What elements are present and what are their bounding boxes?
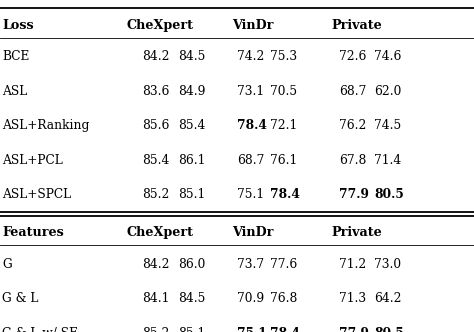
- Text: 64.2: 64.2: [374, 292, 402, 305]
- Text: 85.1: 85.1: [178, 188, 205, 201]
- Text: 77.9: 77.9: [339, 188, 369, 201]
- Text: ASL+PCL: ASL+PCL: [2, 154, 63, 167]
- Text: 74.5: 74.5: [374, 119, 401, 132]
- Text: 84.2: 84.2: [142, 258, 170, 271]
- Text: 80.5: 80.5: [374, 327, 404, 332]
- Text: 62.0: 62.0: [374, 85, 402, 98]
- Text: 76.2: 76.2: [339, 119, 366, 132]
- Text: 84.9: 84.9: [178, 85, 205, 98]
- Text: 77.6: 77.6: [270, 258, 297, 271]
- Text: Features: Features: [2, 226, 64, 239]
- Text: 85.1: 85.1: [178, 327, 205, 332]
- Text: 73.0: 73.0: [374, 258, 401, 271]
- Text: 86.1: 86.1: [178, 154, 205, 167]
- Text: 84.5: 84.5: [178, 292, 205, 305]
- Text: 74.2: 74.2: [237, 50, 264, 63]
- Text: 78.4: 78.4: [270, 327, 300, 332]
- Text: 70.9: 70.9: [237, 292, 264, 305]
- Text: Private: Private: [331, 226, 382, 239]
- Text: 84.1: 84.1: [142, 292, 170, 305]
- Text: 77.9: 77.9: [339, 327, 369, 332]
- Text: 73.7: 73.7: [237, 258, 264, 271]
- Text: 85.6: 85.6: [142, 119, 170, 132]
- Text: 83.6: 83.6: [142, 85, 170, 98]
- Text: 71.3: 71.3: [339, 292, 366, 305]
- Text: VinDr: VinDr: [232, 19, 274, 32]
- Text: 72.6: 72.6: [339, 50, 366, 63]
- Text: VinDr: VinDr: [232, 226, 274, 239]
- Text: 75.3: 75.3: [270, 50, 297, 63]
- Text: 80.5: 80.5: [374, 188, 404, 201]
- Text: 74.6: 74.6: [374, 50, 402, 63]
- Text: G & L w/ SF: G & L w/ SF: [2, 327, 78, 332]
- Text: 75.1: 75.1: [237, 188, 264, 201]
- Text: BCE: BCE: [2, 50, 30, 63]
- Text: CheXpert: CheXpert: [126, 19, 193, 32]
- Text: G: G: [2, 258, 12, 271]
- Text: Private: Private: [331, 19, 382, 32]
- Text: 71.2: 71.2: [339, 258, 366, 271]
- Text: ASL+Ranking: ASL+Ranking: [2, 119, 90, 132]
- Text: ASL+SPCL: ASL+SPCL: [2, 188, 72, 201]
- Text: 72.1: 72.1: [270, 119, 297, 132]
- Text: Loss: Loss: [2, 19, 34, 32]
- Text: ASL: ASL: [2, 85, 27, 98]
- Text: 85.4: 85.4: [142, 154, 170, 167]
- Text: 78.4: 78.4: [270, 188, 300, 201]
- Text: 67.8: 67.8: [339, 154, 366, 167]
- Text: 85.2: 85.2: [142, 188, 170, 201]
- Text: 85.4: 85.4: [178, 119, 205, 132]
- Text: 76.8: 76.8: [270, 292, 298, 305]
- Text: 76.1: 76.1: [270, 154, 297, 167]
- Text: 68.7: 68.7: [339, 85, 366, 98]
- Text: 73.1: 73.1: [237, 85, 264, 98]
- Text: 68.7: 68.7: [237, 154, 264, 167]
- Text: 84.2: 84.2: [142, 50, 170, 63]
- Text: 71.4: 71.4: [374, 154, 401, 167]
- Text: 78.4: 78.4: [237, 119, 267, 132]
- Text: 75.1: 75.1: [237, 327, 267, 332]
- Text: 84.5: 84.5: [178, 50, 205, 63]
- Text: 86.0: 86.0: [178, 258, 205, 271]
- Text: 85.2: 85.2: [142, 327, 170, 332]
- Text: G & L: G & L: [2, 292, 39, 305]
- Text: 70.5: 70.5: [270, 85, 297, 98]
- Text: CheXpert: CheXpert: [126, 226, 193, 239]
